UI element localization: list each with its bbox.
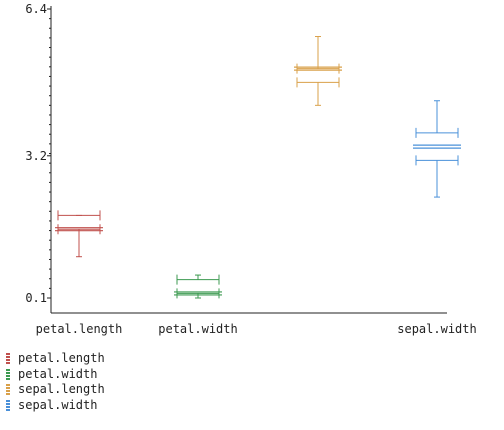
- legend-swatch: [6, 384, 10, 396]
- legend-item: petal.width: [6, 367, 105, 383]
- y-tick-label: 3.2: [25, 149, 47, 163]
- box-sepal.length: [294, 36, 342, 106]
- box-petal.length: [55, 210, 103, 258]
- legend-swatch: [6, 368, 10, 380]
- y-tick-label: 0.1: [25, 291, 47, 305]
- legend-label: sepal.width: [18, 397, 98, 412]
- box-sepal.width: [413, 100, 461, 198]
- x-tick-label: sepal.width: [397, 322, 476, 336]
- legend-label: sepal.length: [18, 382, 105, 396]
- legend-item: sepal.length: [6, 382, 105, 398]
- legend-item: sepal.width: [6, 398, 105, 414]
- legend-swatch: [6, 353, 10, 365]
- legend-label: petal.length: [18, 351, 105, 365]
- y-tick-label: 6.4: [25, 2, 47, 16]
- box-petal.width: [174, 274, 222, 299]
- x-tick-label: petal.width: [158, 322, 237, 336]
- axes: 0.1 3.2 6.4 petal.length petal.width sepal.wi…: [25, 2, 476, 336]
- legend-label: petal.width: [18, 366, 98, 381]
- x-tick-label: petal.length: [36, 322, 123, 336]
- legend-item: petal.length: [6, 351, 105, 367]
- legend: petal.length petal.width sepal.length sepal…: [6, 351, 105, 413]
- boxes: [55, 36, 461, 299]
- legend-swatch: [6, 399, 10, 411]
